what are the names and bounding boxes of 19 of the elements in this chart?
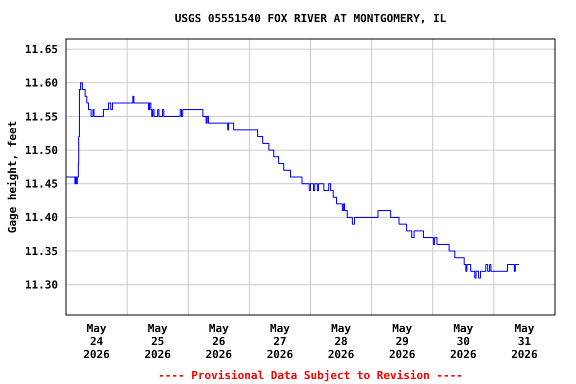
x-tick-label: May 24 2026	[83, 322, 110, 361]
text: ---- Provisional Data Subject to Revision ----	[158, 369, 463, 382]
x-tick-label: May 29 2026	[388, 322, 416, 361]
x-tick-label: May 25 2026	[144, 322, 172, 361]
x-tick-label: May 26 2026	[206, 322, 232, 361]
y-tick-label: 11.40	[24, 211, 58, 224]
x-tick-label: May 28 2026	[328, 322, 355, 361]
y-tick-label: 11.55	[24, 110, 58, 124]
y-tick-label: 11.50	[24, 144, 58, 157]
y-tick-label: 11.65	[24, 42, 58, 56]
y-tick-label: 11.30	[24, 278, 58, 292]
y-axis-title: Gage height, feet	[6, 120, 19, 234]
y-tick-label: 11.45	[24, 178, 58, 191]
x-tick-label: May 31 2026	[511, 322, 538, 361]
x-tick-label: May 30 2026	[450, 322, 477, 361]
chart-title: USGS 05551540 FOX RIVER AT MONTGOMERY, IL	[174, 12, 447, 25]
x-tick-label: May 27 2026	[266, 322, 294, 361]
y-tick-label: 11.60	[24, 76, 58, 90]
y-tick-label: 11.35	[24, 244, 58, 258]
